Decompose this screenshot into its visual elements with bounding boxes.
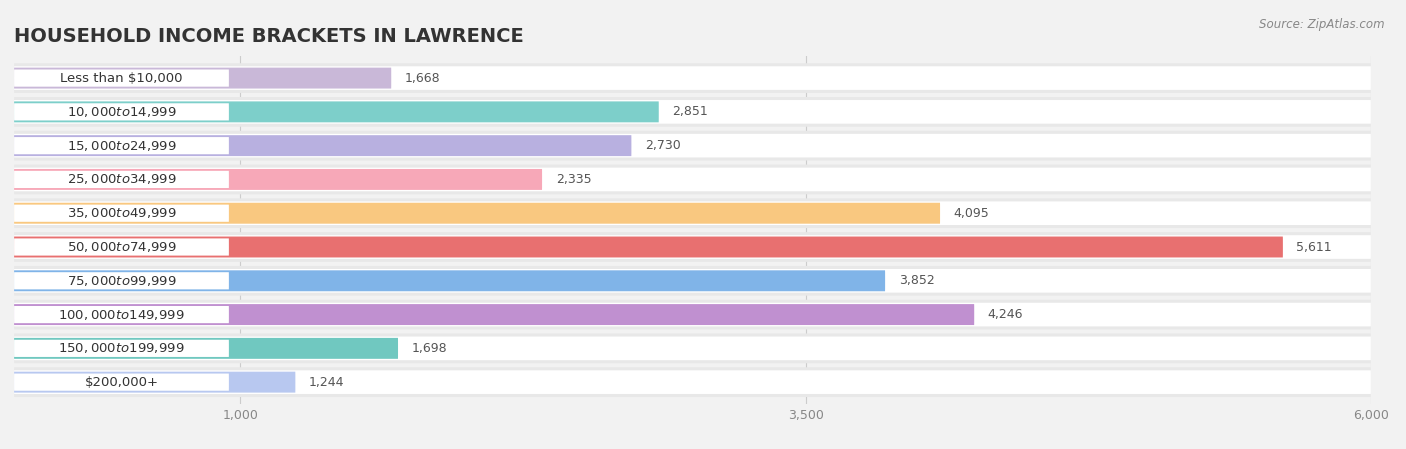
FancyBboxPatch shape [14,338,398,359]
FancyBboxPatch shape [14,370,1371,394]
FancyBboxPatch shape [14,135,631,156]
FancyBboxPatch shape [14,238,229,255]
Text: 5,611: 5,611 [1296,241,1331,254]
Text: $10,000 to $14,999: $10,000 to $14,999 [66,105,176,119]
FancyBboxPatch shape [14,340,229,357]
FancyBboxPatch shape [14,272,229,289]
FancyBboxPatch shape [14,203,941,224]
FancyBboxPatch shape [14,304,974,325]
FancyBboxPatch shape [14,68,391,88]
FancyBboxPatch shape [14,70,229,87]
FancyBboxPatch shape [14,235,1371,259]
FancyBboxPatch shape [14,97,1371,127]
FancyBboxPatch shape [14,266,1371,295]
FancyBboxPatch shape [14,337,1371,360]
Text: 4,095: 4,095 [953,207,990,220]
Text: 3,852: 3,852 [898,274,935,287]
FancyBboxPatch shape [14,167,1371,191]
Text: $25,000 to $34,999: $25,000 to $34,999 [66,172,176,186]
FancyBboxPatch shape [14,198,1371,228]
FancyBboxPatch shape [14,300,1371,330]
FancyBboxPatch shape [14,137,229,154]
Text: 4,246: 4,246 [988,308,1024,321]
FancyBboxPatch shape [14,303,1371,326]
FancyBboxPatch shape [14,270,886,291]
Text: $100,000 to $149,999: $100,000 to $149,999 [58,308,184,321]
FancyBboxPatch shape [14,63,1371,93]
FancyBboxPatch shape [14,103,229,120]
FancyBboxPatch shape [14,171,229,188]
FancyBboxPatch shape [14,367,1371,397]
FancyBboxPatch shape [14,66,1371,90]
FancyBboxPatch shape [14,334,1371,363]
FancyBboxPatch shape [14,165,1371,194]
Text: 1,668: 1,668 [405,71,440,84]
FancyBboxPatch shape [14,237,1282,257]
Text: $200,000+: $200,000+ [84,376,159,389]
FancyBboxPatch shape [14,306,229,323]
Text: Source: ZipAtlas.com: Source: ZipAtlas.com [1260,18,1385,31]
Text: $150,000 to $199,999: $150,000 to $199,999 [58,341,184,355]
FancyBboxPatch shape [14,205,229,222]
FancyBboxPatch shape [14,269,1371,293]
Text: $75,000 to $99,999: $75,000 to $99,999 [66,274,176,288]
FancyBboxPatch shape [14,100,1371,123]
FancyBboxPatch shape [14,134,1371,158]
Text: $50,000 to $74,999: $50,000 to $74,999 [66,240,176,254]
Text: HOUSEHOLD INCOME BRACKETS IN LAWRENCE: HOUSEHOLD INCOME BRACKETS IN LAWRENCE [14,27,524,46]
Text: 1,244: 1,244 [309,376,344,389]
FancyBboxPatch shape [14,202,1371,225]
Text: $15,000 to $24,999: $15,000 to $24,999 [66,139,176,153]
FancyBboxPatch shape [14,169,543,190]
Text: Less than $10,000: Less than $10,000 [60,71,183,84]
FancyBboxPatch shape [14,374,229,391]
Text: 1,698: 1,698 [412,342,447,355]
Text: $35,000 to $49,999: $35,000 to $49,999 [66,206,176,220]
FancyBboxPatch shape [14,232,1371,262]
FancyBboxPatch shape [14,131,1371,161]
FancyBboxPatch shape [14,372,295,392]
Text: 2,730: 2,730 [645,139,681,152]
FancyBboxPatch shape [14,101,659,122]
Text: 2,851: 2,851 [672,106,709,119]
Text: 2,335: 2,335 [555,173,592,186]
